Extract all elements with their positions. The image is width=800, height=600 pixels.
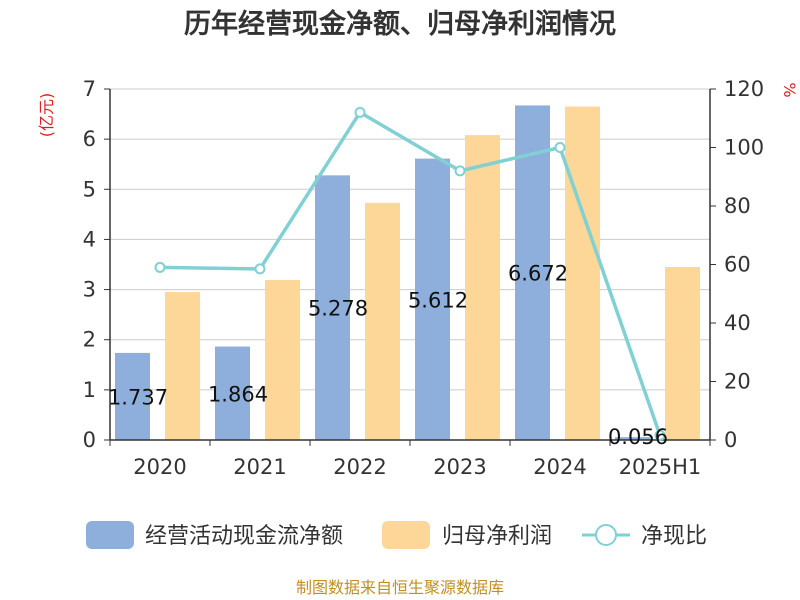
bar-cashflow: [615, 437, 650, 440]
cashflow-data-label: 5.278: [308, 297, 368, 321]
data-labels: 1.737 1.864 5.278 5.612 6.672 0.056: [108, 262, 668, 449]
right-tick-label: 100: [724, 136, 764, 160]
ratio-line-path: [159, 110, 662, 436]
chart-title: 历年经营现金净额、归母净利润情况: [184, 8, 616, 40]
ratio-line: [154, 106, 666, 441]
bar-cashflow: [215, 346, 250, 440]
left-tick-label: 1: [83, 378, 96, 402]
cashflow-data-label: 1.737: [108, 385, 168, 409]
cashflow-data-label: 6.672: [508, 262, 568, 286]
gridlines: [110, 88, 710, 391]
bar-profit: [465, 135, 500, 441]
bar-cashflow: [415, 158, 450, 441]
right-tick-label: 60: [724, 253, 751, 277]
bar-cashflow: [515, 105, 550, 441]
right-tick-label: 40: [724, 311, 751, 335]
legend-swatch-profit: [382, 521, 430, 549]
cashflow-data-label: 5.612: [408, 288, 468, 312]
left-tick-label: 6: [83, 127, 96, 151]
left-tick-label: 7: [83, 77, 96, 101]
ratio-point: [454, 165, 466, 177]
bar-profit: [165, 292, 200, 440]
legend-label-profit: 归母净利润: [442, 524, 552, 549]
bar-profit: [565, 106, 600, 441]
bar-cashflow: [115, 352, 150, 440]
left-tick-label: 0: [83, 428, 96, 452]
left-tick-label: 4: [83, 227, 96, 251]
bar-cashflow: [315, 175, 350, 440]
bar-marks: [115, 105, 700, 441]
left-tick-label: 3: [83, 278, 96, 302]
legend-label-ratio: 净现比: [641, 524, 707, 549]
right-tick-label: 20: [724, 370, 751, 394]
x-tick-label: 2021: [233, 455, 286, 479]
ratio-point: [654, 429, 666, 441]
legend: 经营活动现金流净额 归母净利润 净现比: [86, 521, 707, 549]
ratio-point: [554, 142, 566, 153]
cashflow-data-label: 1.864: [208, 382, 268, 406]
right-axis-unit: %: [780, 82, 799, 97]
bar-profit: [665, 267, 700, 440]
right-tick-label: 120: [724, 77, 764, 101]
legend-label-cashflow: 经营活动现金流净额: [145, 524, 343, 549]
axes: 0 1 2 3 4 5 6 7 0 20 40 60 80 100 120 2020 2021 2022 2023 2…: [83, 77, 764, 479]
x-tick-label: 2022: [333, 455, 386, 479]
x-tick-label: 2020: [133, 455, 186, 479]
cashflow-data-label: 0.056: [608, 425, 668, 449]
ratio-point: [354, 106, 366, 118]
source-note: 制图数据来自恒生聚源数据库: [296, 578, 504, 597]
x-tick-label: 2023: [433, 455, 486, 479]
right-tick-label: 0: [724, 428, 737, 452]
bar-profit: [265, 280, 300, 440]
left-tick-label: 5: [83, 177, 96, 201]
right-tick-label: 80: [724, 194, 751, 218]
bar-profit: [365, 202, 400, 440]
legend-swatch-cashflow: [86, 521, 134, 549]
ratio-point: [254, 263, 266, 275]
legend-swatch-ratio-marker: [595, 524, 617, 546]
ratio-point: [154, 261, 166, 273]
left-axis-unit: (亿元): [37, 93, 56, 138]
x-tick-label: 2025H1: [619, 455, 702, 479]
x-tick-label: 2024: [533, 455, 586, 479]
left-tick-label: 2: [83, 328, 96, 352]
